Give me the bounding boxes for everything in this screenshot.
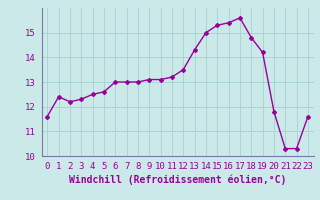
- X-axis label: Windchill (Refroidissement éolien,°C): Windchill (Refroidissement éolien,°C): [69, 174, 286, 185]
